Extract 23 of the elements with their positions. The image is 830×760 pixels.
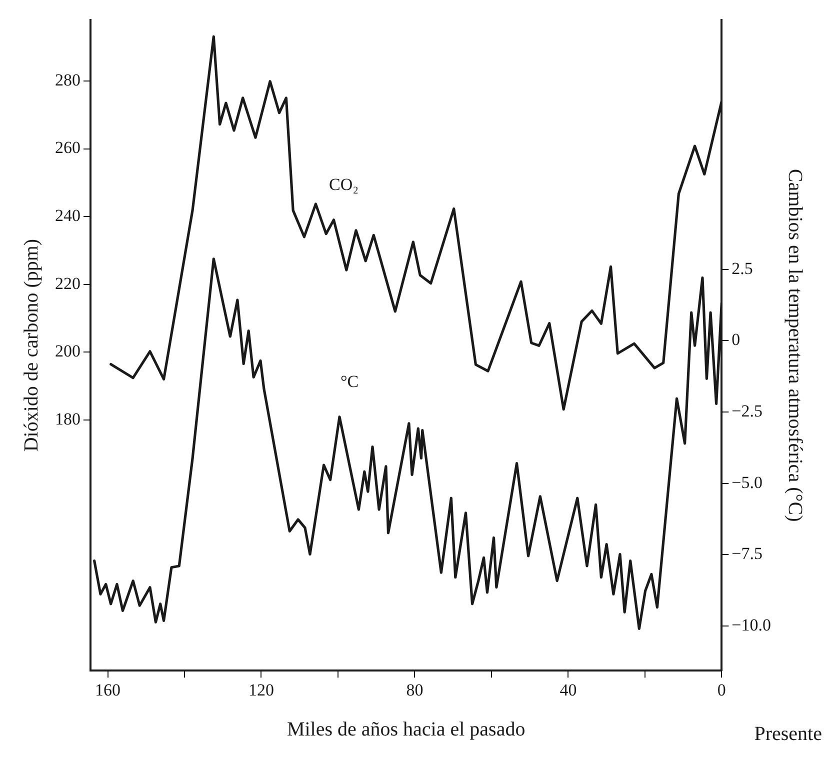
x-tick-label: 160 [95,680,121,700]
text: Presente [754,723,822,745]
x-tick-label: 120 [248,680,274,700]
y-tick-label: 240 [55,206,80,226]
y2-tick-label: −7.5 [732,544,763,564]
y2-tick-label: 2.5 [732,258,753,278]
y-axis-title: Dióxido de carbono (ppm) [20,238,42,452]
x-axis-title: Miles de años hacia el pasado [286,718,526,740]
y-tick-label: 200 [55,342,80,361]
y2-tick-label: 0 [732,330,740,350]
y2-tick-label: −2.5 [732,401,763,420]
y-tick-label: 280 [55,70,80,90]
y2-axis-title: Cambios en la temperatura atmosférica (°C) [784,168,806,522]
series-label: °C [340,372,359,391]
y2-tick-label: −5.0 [732,472,763,492]
x-tick-label: 40 [560,680,577,700]
y2-tick-label: −10.0 [732,615,772,634]
y-tick-label: 260 [55,138,80,158]
y-tick-label: 180 [55,409,80,428]
x-tick-label: 0 [717,680,726,700]
x-tick-label: 80 [406,680,424,700]
y-tick-label: 220 [55,274,80,293]
series-label: CO₂ [328,174,359,194]
